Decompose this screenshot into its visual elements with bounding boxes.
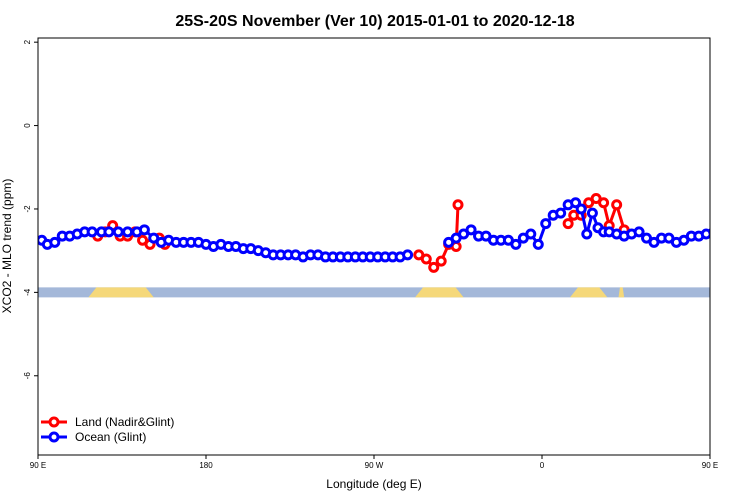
- series-land-point: [611, 199, 623, 211]
- series-ocean-point: [700, 228, 710, 240]
- y-tick-label-3: -4: [23, 288, 32, 296]
- series-ocean-point: [510, 238, 522, 250]
- land-segment-0: [88, 287, 154, 298]
- y-axis-label: XCO2 - MLO trend (ppm): [0, 179, 14, 314]
- legend-land-label: Land (Nadir&Glint): [75, 415, 174, 429]
- series-ocean-point: [465, 224, 477, 236]
- series-land-point: [435, 255, 447, 267]
- series-ocean-point: [122, 226, 134, 238]
- y-tick-label-2: -2: [23, 205, 32, 213]
- x-tick-label-1: 180: [199, 461, 213, 470]
- series-ocean-point: [586, 207, 598, 219]
- series-ocean-point: [138, 224, 150, 236]
- series-land-point: [562, 218, 574, 230]
- series-ocean-point: [540, 218, 552, 230]
- chart-title: 25S-20S November (Ver 10) 2015-01-01 to …: [175, 13, 574, 30]
- series-ocean-point: [633, 226, 645, 238]
- legend-ocean-marker: [48, 431, 60, 443]
- series-ocean-point: [112, 226, 124, 238]
- x-tick-label-3: 0: [540, 461, 545, 470]
- series-land-point: [420, 253, 432, 265]
- series-ocean-point: [86, 226, 98, 238]
- series-ocean-point: [103, 226, 115, 238]
- legend: Land (Nadir&Glint) Ocean (Glint): [41, 415, 174, 444]
- series-ocean-point: [525, 228, 537, 240]
- series-ocean-point: [49, 236, 61, 248]
- legend-land-marker: [48, 416, 60, 428]
- series-land-point: [452, 199, 464, 211]
- series-layer: [38, 193, 748, 273]
- y-axis: 2 0 -2 -4 -6: [23, 39, 38, 379]
- series-ocean-point: [581, 228, 593, 240]
- series-land-point: [598, 197, 610, 209]
- land-segment-2: [570, 287, 608, 298]
- land-segment-3: [618, 287, 625, 298]
- y-tick-label-4: -6: [23, 372, 32, 380]
- series-land-point: [428, 261, 440, 273]
- series-ocean-point: [740, 232, 748, 240]
- plot-frame: [37, 37, 711, 456]
- series-ocean-point: [732, 230, 740, 238]
- series-ocean-point: [725, 230, 733, 238]
- series-ocean-point: [575, 203, 587, 215]
- series-ocean: [38, 197, 748, 263]
- series-ocean-point: [570, 197, 582, 209]
- series-ocean-point: [717, 228, 725, 236]
- series-ocean-point: [555, 207, 567, 219]
- y-tick-label-0: 2: [23, 39, 32, 44]
- x-tick-label-0: 90 E: [30, 461, 46, 470]
- x-axis-label: Longitude (deg E): [326, 477, 421, 491]
- y-tick-label-1: 0: [23, 123, 32, 128]
- land-ocean-mask: [38, 287, 710, 298]
- x-tick-label-4: 90 E: [702, 461, 718, 470]
- series-ocean-point: [532, 238, 544, 250]
- x-axis: 90 E 180 90 W 0 90 E: [30, 455, 718, 470]
- ocean-strip: [38, 287, 710, 298]
- series-land: [92, 193, 630, 273]
- legend-ocean-label: Ocean (Glint): [75, 430, 146, 444]
- land-segment-1: [415, 287, 464, 298]
- series-ocean-point: [708, 227, 710, 236]
- x-tick-label-2: 90 W: [365, 461, 384, 470]
- series-ocean-point: [402, 249, 414, 261]
